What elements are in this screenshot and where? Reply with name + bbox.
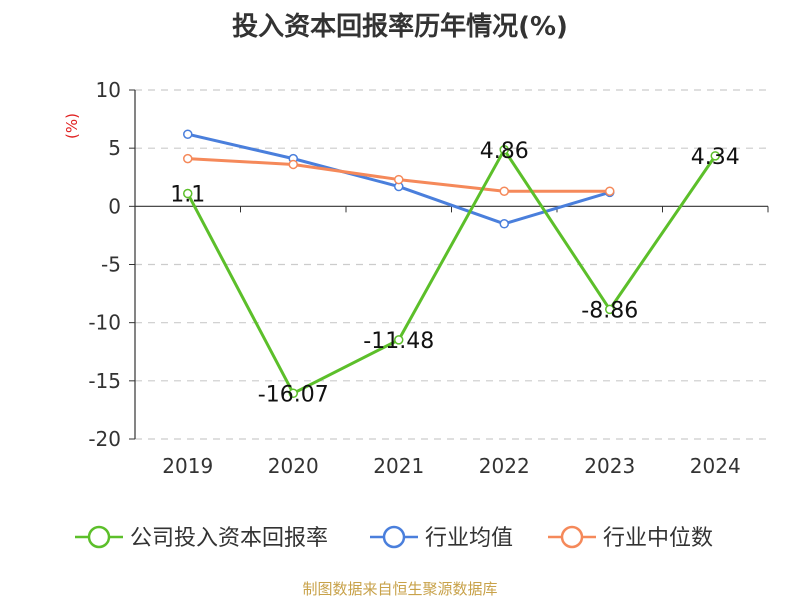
- data-point: [289, 160, 297, 168]
- data-label: 4.86: [480, 139, 529, 164]
- y-tick-label: -10: [88, 311, 121, 335]
- x-tick-label: 2024: [690, 454, 741, 478]
- data-label: -8.86: [581, 298, 638, 323]
- legend-label: 行业均值: [425, 526, 513, 551]
- legend-label: 公司投入资本回报率: [130, 526, 328, 551]
- y-tick-label: -5: [101, 253, 121, 277]
- y-tick-label: 0: [108, 194, 121, 218]
- data-point: [184, 130, 192, 138]
- x-tick-label: 2023: [584, 454, 635, 478]
- data-labels: 1.1 -16.07 -11.48 4.86 -8.86 4.34: [170, 139, 739, 407]
- legend: 公司投入资本回报率 行业均值 行业中位数: [75, 526, 713, 551]
- data-point: [606, 187, 614, 195]
- legend-marker: [89, 527, 109, 547]
- y-tick-label: -20: [88, 427, 121, 451]
- x-tick-label: 2020: [268, 454, 319, 478]
- series-lines: [184, 130, 720, 397]
- y-tick-label: 10: [96, 78, 121, 102]
- data-label: 1.1: [170, 183, 205, 208]
- x-tick-label: 2022: [479, 454, 530, 478]
- y-tick-label: -15: [88, 369, 121, 393]
- x-tick-label: 2021: [373, 454, 424, 478]
- data-point: [500, 220, 508, 228]
- data-point: [184, 155, 192, 163]
- data-label: 4.34: [691, 145, 740, 170]
- legend-marker: [562, 527, 582, 547]
- legend-marker: [384, 527, 404, 547]
- y-unit-label: (%): [63, 113, 81, 139]
- data-point: [395, 176, 403, 184]
- data-source-note: 制图数据来自恒生聚源数据库: [0, 578, 800, 599]
- data-label: -16.07: [258, 382, 329, 407]
- grid-lines: [135, 90, 768, 439]
- data-point: [500, 187, 508, 195]
- legend-label: 行业中位数: [603, 526, 713, 551]
- data-label: -11.48: [363, 329, 434, 354]
- axes: 10 5 0 -5 -10 -15 -20 2019 2020 2021 2022 2023 2024 (…: [63, 78, 768, 478]
- y-tick-label: 5: [108, 136, 121, 160]
- x-tick-label: 2019: [162, 454, 213, 478]
